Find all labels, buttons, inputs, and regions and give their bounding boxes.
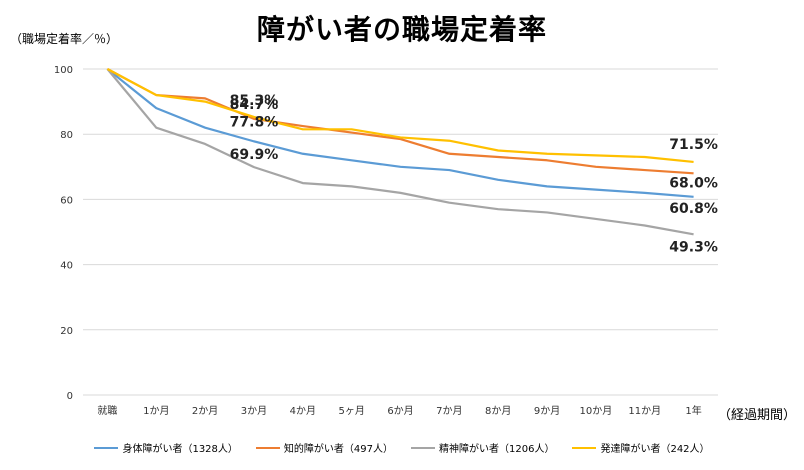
x-axis-label: （経過期間） bbox=[718, 408, 797, 423]
chart-legend: 身体障がい者（1328人） 知的障がい者（497人） 精神障がい者（1206人） 発達… bbox=[0, 440, 804, 455]
chart-title: 障がい者の職場定着率 bbox=[256, 13, 547, 46]
legend-item: 発達障がい者（242人） bbox=[572, 440, 710, 455]
x-tick-label: 4か月 bbox=[290, 405, 316, 417]
x-tick-label: 9か月 bbox=[534, 405, 560, 417]
legend-label: 知的障がい者（497人） bbox=[283, 444, 393, 455]
legend-swatch bbox=[94, 446, 119, 449]
y-tick-label: 80 bbox=[60, 130, 73, 141]
data-label: 77.8% bbox=[230, 114, 279, 130]
data-label: 68.0% bbox=[669, 175, 718, 191]
x-tick-label: 10か月 bbox=[580, 405, 613, 417]
legend-swatch bbox=[411, 446, 435, 449]
data-label: 69.9% bbox=[230, 147, 279, 163]
y-tick-label: 40 bbox=[60, 261, 73, 272]
legend-swatch bbox=[255, 446, 280, 449]
x-tick-label: 5ヶ月 bbox=[338, 405, 364, 417]
x-tick-label: 8か月 bbox=[485, 405, 511, 417]
x-tick-label: 7か月 bbox=[436, 405, 462, 417]
legend-swatch bbox=[572, 446, 597, 449]
series-line-1 bbox=[106, 68, 694, 198]
y-tick-label: 60 bbox=[60, 195, 73, 206]
data-label: 84.7% bbox=[230, 97, 279, 113]
y-tick-label: 100 bbox=[54, 65, 73, 76]
x-tick-label: 6か月 bbox=[387, 405, 413, 417]
y-axis-label: （職場定着率／％） bbox=[10, 32, 119, 46]
series-line-4 bbox=[106, 68, 694, 164]
x-tick-label: 2か月 bbox=[192, 405, 218, 417]
legend-label: 発達障がい者（242人） bbox=[600, 444, 710, 455]
y-tick-label: 20 bbox=[60, 326, 73, 337]
x-tick-label: 1年 bbox=[685, 404, 701, 417]
series-line-3 bbox=[106, 68, 694, 236]
data-label: 71.5% bbox=[669, 137, 718, 153]
data-label: 60.8% bbox=[669, 201, 718, 217]
x-tick-label: 3か月 bbox=[241, 405, 267, 417]
x-tick-label: 就職 bbox=[97, 404, 117, 417]
x-tick-label: 11か月 bbox=[628, 405, 661, 417]
legend-label: 精神障がい者（1206人） bbox=[439, 444, 555, 455]
data-label: 49.3% bbox=[669, 239, 718, 255]
legend-label: 身体障がい者（1328人） bbox=[122, 444, 238, 455]
legend-item: 精神障がい者（1206人） bbox=[411, 440, 554, 455]
legend-item: 身体障がい者（1328人） bbox=[94, 440, 238, 455]
series-line-2 bbox=[106, 68, 694, 175]
data-label: 85.3% bbox=[230, 93, 279, 109]
x-tick-label: 1か月 bbox=[143, 405, 169, 417]
legend-item: 知的障がい者（497人） bbox=[255, 440, 393, 455]
y-tick-label: 0 bbox=[67, 391, 73, 402]
